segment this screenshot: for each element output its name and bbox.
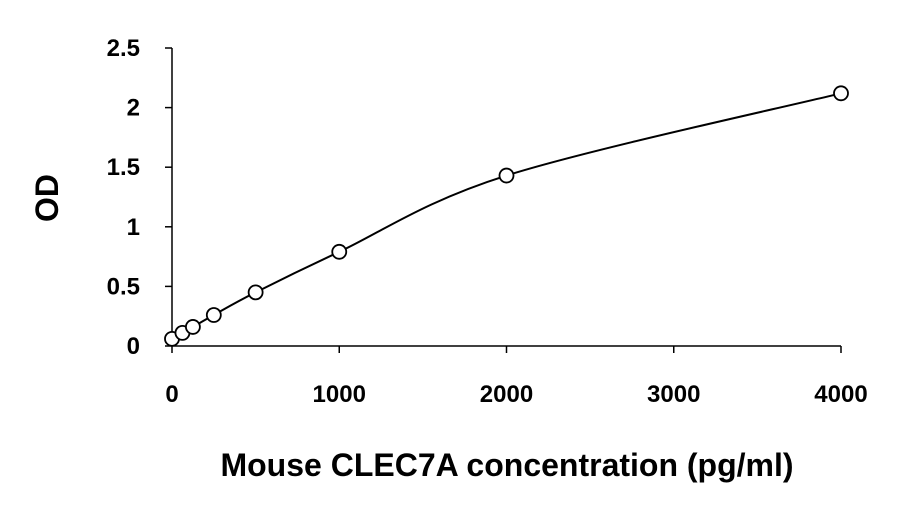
y-tick-label: 2.5 — [107, 35, 140, 62]
x-tick-label: 4000 — [814, 381, 867, 408]
y-axis-title: OD — [29, 174, 65, 222]
y-tick-label: 1 — [127, 214, 140, 241]
x-tick-label: 3000 — [647, 381, 700, 408]
x-tick-label: 2000 — [480, 381, 533, 408]
x-axis-title: Mouse CLEC7A concentration (pg/ml) — [220, 447, 793, 483]
plot-area — [164, 48, 849, 347]
data-point — [205, 307, 222, 323]
y-tick-label: 2 — [127, 95, 140, 122]
y-tick-label: 0 — [127, 333, 140, 360]
y-axis-ticks: 0 0.5 1 1.5 2 2.5 — [107, 35, 172, 360]
x-axis-ticks: 0 1000 2000 3000 4000 — [165, 346, 868, 408]
x-tick-label: 1000 — [313, 381, 366, 408]
data-point — [498, 167, 515, 184]
data-point — [247, 284, 264, 301]
fit-curve — [171, 92, 842, 340]
x-tick-label: 0 — [165, 381, 178, 408]
data-point — [833, 85, 849, 102]
data-point — [185, 319, 201, 335]
y-tick-label: 1.5 — [107, 154, 140, 181]
y-tick-label: 0.5 — [107, 273, 140, 300]
data-point — [331, 243, 348, 260]
